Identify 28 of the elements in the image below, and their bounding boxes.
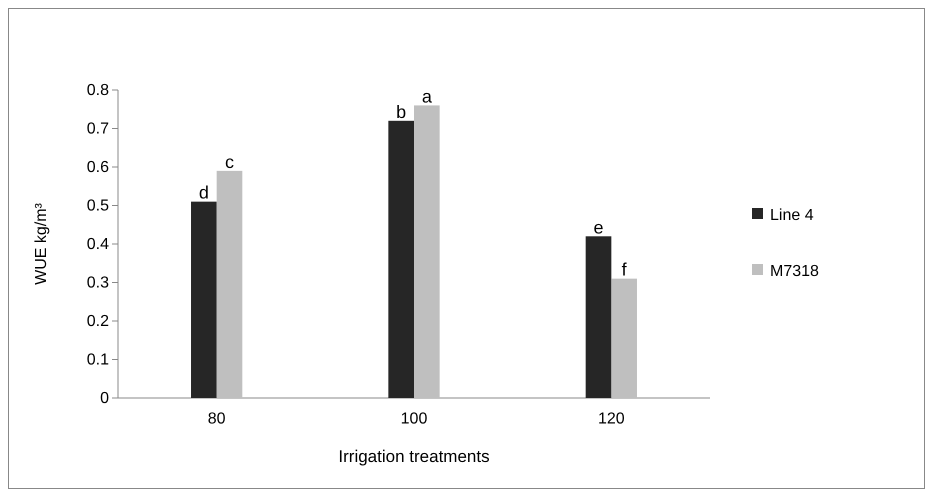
y-axis-title: WUE kg/m³ — [33, 202, 50, 285]
bar — [388, 120, 414, 398]
annotation: e — [594, 217, 604, 238]
annotation: f — [622, 260, 628, 280]
bar — [414, 105, 440, 398]
legend-label: Line 4 — [770, 207, 814, 224]
y-tick-label: 0.3 — [86, 274, 110, 292]
bar — [191, 202, 217, 398]
y-tick-label: 0.1 — [86, 352, 110, 369]
legend-label: M7318 — [770, 263, 820, 280]
bar — [611, 278, 637, 398]
annotation: b — [396, 102, 406, 122]
annotation: d — [198, 182, 209, 203]
x-tick-label: 120 — [598, 410, 625, 428]
y-tick-label: 0 — [100, 390, 110, 408]
bar — [586, 236, 612, 398]
x-tick-label: 80 — [208, 410, 226, 428]
y-tick-label: 0.7 — [86, 120, 110, 138]
bar — [216, 170, 242, 398]
x-axis-title: Irrigation treatments — [338, 447, 490, 466]
x-tick-label: 100 — [400, 410, 428, 428]
y-tick-label: 0.5 — [86, 198, 110, 215]
y-tick-label: 0.4 — [86, 236, 110, 254]
annotation: c — [224, 152, 234, 172]
y-tick-label: 0.6 — [86, 159, 110, 176]
annotation: a — [422, 86, 433, 106]
y-tick-label: 0.2 — [86, 313, 110, 330]
y-tick-label: 0.8 — [86, 82, 110, 100]
